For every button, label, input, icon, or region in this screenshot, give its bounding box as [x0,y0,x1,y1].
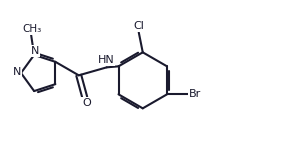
Text: Cl: Cl [133,21,144,31]
Text: N: N [31,46,39,56]
Text: Br: Br [189,89,201,99]
Text: CH₃: CH₃ [23,24,42,34]
Text: N: N [13,67,21,77]
Text: O: O [82,98,91,108]
Text: HN: HN [98,55,114,65]
